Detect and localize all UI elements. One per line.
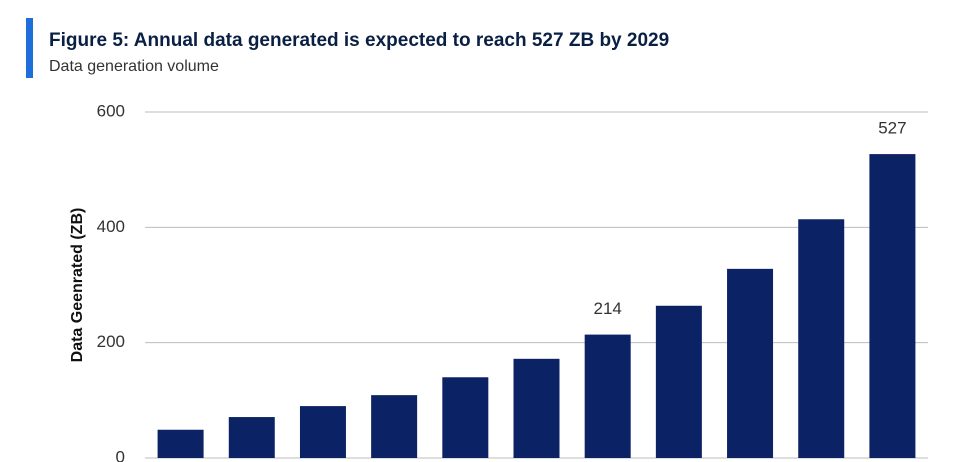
accent-bar	[26, 18, 33, 78]
bar	[371, 395, 418, 458]
y-tick-label: 400	[97, 217, 125, 236]
bar	[655, 305, 702, 458]
bar	[157, 429, 204, 458]
y-axis-label: Data Geenrated (ZB)	[69, 208, 86, 363]
bar	[228, 417, 275, 458]
bar	[299, 406, 346, 458]
y-tick-label: 0	[116, 447, 125, 462]
value-label: 527	[878, 119, 906, 138]
bar	[584, 334, 631, 458]
bar	[798, 219, 845, 458]
value-label: 214	[593, 299, 621, 318]
y-tick-label: 600	[97, 101, 125, 120]
y-tick-label: 200	[97, 332, 125, 351]
chart-title: Figure 5: Annual data generated is expec…	[49, 30, 669, 51]
bar	[869, 154, 916, 458]
bar	[442, 377, 489, 458]
bar	[727, 268, 774, 458]
bar	[513, 358, 560, 458]
chart-subtitle: Data generation volume	[49, 58, 219, 75]
